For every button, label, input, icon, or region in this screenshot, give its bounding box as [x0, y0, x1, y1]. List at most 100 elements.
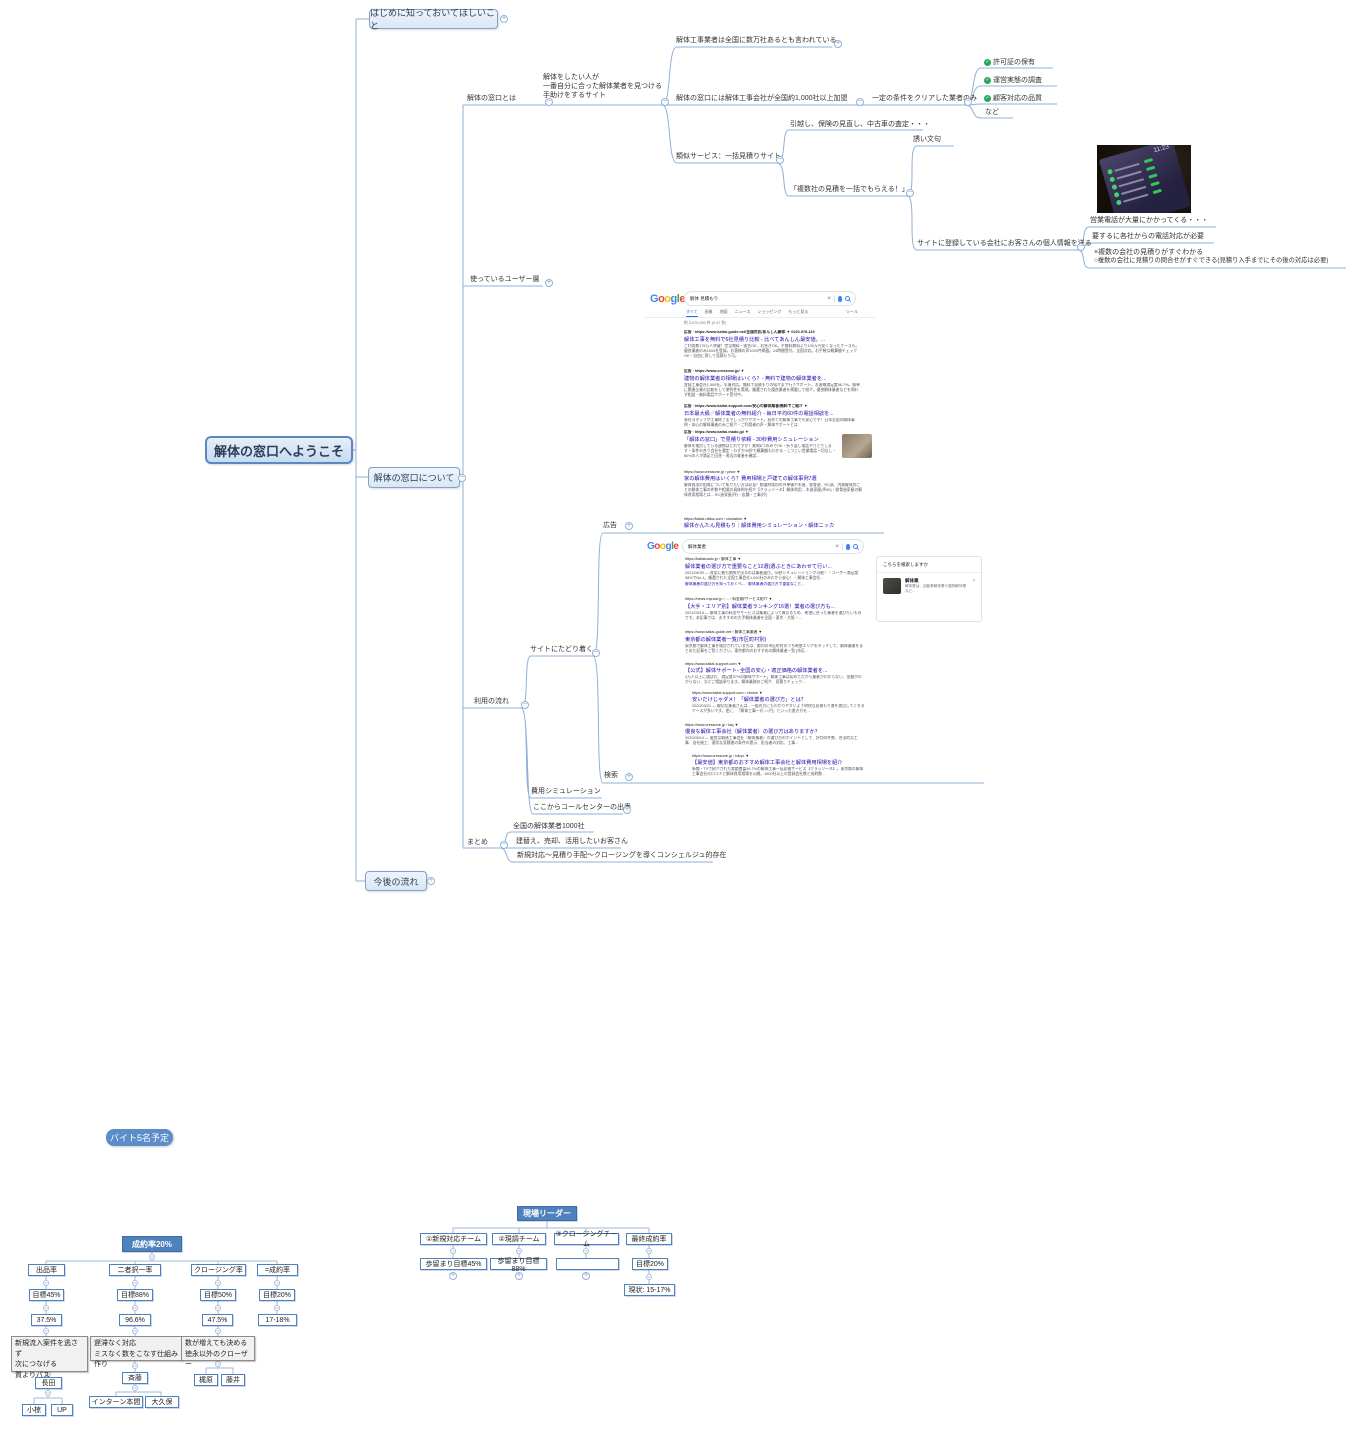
org2-col4-top[interactable]: 最終成約率 — [626, 1233, 672, 1245]
search-input: 解体業者 × — [682, 539, 864, 554]
collapse-toggle[interactable]: − — [458, 474, 466, 482]
search-result: https://www.cressone.jp › tokyo ▼ 【最安値】東… — [692, 754, 865, 777]
topic-similar-services[interactable]: 類似サービス：一括見積りサイト — [676, 153, 781, 160]
expand-toggle[interactable]: + — [500, 15, 508, 23]
expand-toggle[interactable]: + — [449, 1272, 457, 1280]
expand-toggle[interactable]: + — [625, 773, 633, 781]
org1-member[interactable]: 梶原 — [194, 1374, 218, 1386]
org2-col2-top[interactable]: ②現調チーム — [492, 1233, 546, 1245]
org1-member[interactable]: 大久保 — [145, 1396, 179, 1408]
topic-search[interactable]: 検索 — [604, 772, 618, 779]
collapse-toggle[interactable]: − — [545, 98, 553, 106]
topic-need-response[interactable]: 要するに各社からの電話対応が必要 — [1092, 233, 1204, 240]
topic-flow[interactable]: 利用の流れ — [474, 698, 509, 705]
collapse-toggle[interactable]: − — [661, 98, 669, 106]
topic-summary[interactable]: まとめ — [467, 839, 488, 846]
check-icon: ✓ — [984, 59, 991, 66]
topic-cons[interactable]: ×複数の会社の見積りがすぐわかる — [1094, 249, 1204, 256]
topic-catch-label[interactable]: 誘い文句 — [913, 136, 941, 143]
topic-catch-phrase[interactable]: 「複数社の見積を一括でもらえる！」 — [790, 186, 909, 193]
collapse-toggle[interactable]: − — [776, 156, 784, 164]
collapse-toggle[interactable]: − — [592, 649, 600, 657]
topic-users[interactable]: 使っているユーザー層 — [470, 276, 540, 283]
org2-col3-top[interactable]: ③クロージングチーム — [554, 1231, 619, 1248]
org2-col1-top[interactable]: ①新規対応チーム — [420, 1233, 487, 1245]
root-topic[interactable]: 解体の窓口へようこそ — [205, 436, 353, 464]
org1-member[interactable]: 長田 — [35, 1377, 62, 1389]
org1-col1-goal[interactable]: 目標45% — [29, 1289, 64, 1301]
ad-thumbnail-image — [842, 434, 872, 458]
search-result: 広告 · https://www.kaitai-mado.jp/ ▼ 「解体の窓… — [684, 430, 839, 459]
topic-ad[interactable]: 広告 — [603, 522, 617, 529]
topic-industry[interactable]: 解体工事業者は全国に数万社あるとも言われている — [676, 37, 837, 44]
org1-col4-top[interactable]: =成約率 — [257, 1264, 298, 1276]
expand-toggle[interactable]: + — [625, 522, 633, 530]
org2-header[interactable]: 現場リーダー — [517, 1206, 577, 1221]
topic-intro[interactable]: はじめに知っておいてほしいこと — [369, 8, 498, 31]
org1-col3-top[interactable]: クロージング率 — [191, 1264, 246, 1276]
topic-future[interactable]: 今後の流れ — [365, 871, 427, 891]
topic-summary-item[interactable]: 全国の解体業者1000社 — [513, 823, 585, 830]
org1-member[interactable]: 藤井 — [221, 1374, 245, 1386]
expand-toggle[interactable]: + — [834, 40, 842, 48]
topic-criteria-item[interactable]: 許可証の保有 — [993, 59, 1035, 66]
topic-summary-item[interactable]: 新規対応〜見積り手配〜クロージングを導くコンシェルジュ的存在 — [517, 852, 727, 859]
org1-col1-actual[interactable]: 37.5% — [31, 1314, 62, 1326]
org1-col1-top[interactable]: 出品率 — [28, 1264, 65, 1276]
topic-arrive[interactable]: サイトにたどり着く — [530, 646, 593, 653]
tab-all: すべて — [686, 309, 698, 317]
expand-toggle[interactable]: + — [545, 279, 553, 287]
collapse-toggle[interactable]: − — [1077, 243, 1085, 251]
topic-criteria-etc[interactable]: など — [985, 109, 999, 116]
org1-col2-goal[interactable]: 目標88% — [117, 1289, 153, 1301]
org1-member[interactable]: UP — [51, 1404, 73, 1416]
collapse-toggle[interactable]: − — [856, 98, 864, 106]
topic-pros[interactable]: ○複数の会社に見積りの問合せがすぐできる(見積り入手までにその後の対応は必要) — [1094, 257, 1329, 264]
topic-call-center[interactable]: ここからコールセンターの出番 — [533, 804, 631, 811]
search-result: https://www.kaitai-support.com › choice … — [692, 691, 865, 714]
collapse-toggle[interactable]: − — [500, 841, 508, 849]
collapse-toggle[interactable]: − — [906, 189, 914, 197]
topic-members[interactable]: 解体の窓口には解体工事会社が全国約1,000社以上加盟 — [676, 95, 848, 102]
expand-toggle[interactable]: + — [427, 877, 435, 885]
topic-personal-info[interactable]: サイトに登録している会社にお客さんの個人情報を送る — [917, 240, 1092, 247]
org1-col3-goal[interactable]: 目標50% — [200, 1289, 236, 1301]
org1-col3-actual[interactable]: 47.5% — [202, 1314, 233, 1326]
topic-what-is[interactable]: 解体の窓口とは — [467, 95, 516, 102]
org2-col3-goal[interactable] — [556, 1258, 619, 1270]
topic-about[interactable]: 解体の窓口について — [368, 467, 460, 488]
org1-col2-top[interactable]: 二者択一率 — [109, 1264, 161, 1276]
expand-toggle[interactable]: + — [515, 1272, 523, 1280]
topic-sales-calls[interactable]: 営業電話が大量にかかってくる・・・ — [1090, 217, 1209, 224]
org2-col1-goal[interactable]: 歩留まり目標45% — [420, 1258, 487, 1270]
search-result: https://kaitai-nikka.com › cmulation ▼ 解… — [684, 517, 862, 530]
org1-col4-goal[interactable]: 目標20% — [259, 1289, 295, 1301]
org1-col1-note[interactable]: 新規流入案件を逃さず 次につなげる 質よりパス — [11, 1336, 88, 1379]
collapse-toggle[interactable]: − — [964, 98, 972, 106]
org2-col4-current[interactable]: 現状: 15-17% — [624, 1284, 675, 1296]
badge-part-time[interactable]: バイト5名予定 — [106, 1129, 173, 1146]
org1-header[interactable]: 成約率20% — [122, 1236, 182, 1252]
topic-what-is-desc[interactable]: 解体をしたい人が 一番自分に合った解体業者を見つける 手助けをするサイト — [543, 74, 662, 100]
org2-col4-goal[interactable]: 目標20% — [632, 1258, 668, 1270]
expand-toggle[interactable]: + — [623, 806, 631, 814]
topic-criteria-item[interactable]: 顧客対応の品質 — [993, 95, 1042, 102]
org1-member[interactable]: インターン本間 — [89, 1396, 143, 1408]
collapse-toggle[interactable]: − — [521, 701, 529, 709]
org1-col2-actual[interactable]: 96.6% — [119, 1314, 151, 1326]
topic-similar-examples[interactable]: 引越し、保険の見直し、中古車の査定・・・ — [790, 121, 930, 128]
org1-member[interactable]: 斉藤 — [122, 1372, 148, 1384]
expand-toggle[interactable]: + — [582, 1272, 590, 1280]
topic-cost-sim[interactable]: 費用シミュレーション — [531, 788, 601, 795]
topic-criteria[interactable]: 一定の条件をクリアした業者のみ — [872, 95, 977, 102]
org1-member[interactable]: 小椋 — [22, 1404, 46, 1416]
org1-col3-note[interactable]: 数が増えても決める 徳永以外のクローザー — [181, 1336, 255, 1368]
topic-criteria-item[interactable]: 運営実態の調査 — [993, 77, 1042, 84]
org2-col2-goal[interactable]: 歩留まり目標88% — [490, 1258, 547, 1273]
org1-col2-note[interactable]: 遅滞なく対応 ミスなく数をこなす仕組み作り — [90, 1336, 182, 1368]
org1-col4-actual[interactable]: 17-18% — [258, 1314, 297, 1326]
mic-icon — [846, 543, 850, 550]
topic-summary-item[interactable]: 建替え、売却、活用したいお客さん — [516, 838, 628, 845]
